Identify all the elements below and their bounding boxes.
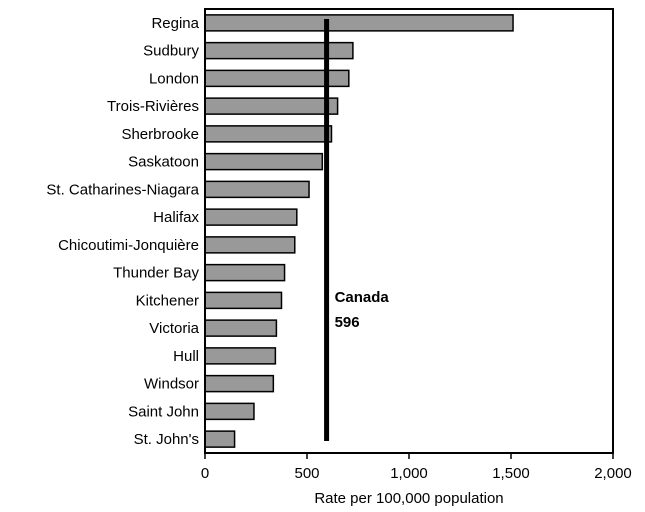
bar — [204, 291, 283, 310]
category-label: Saint John — [128, 403, 199, 420]
category-label: Trois-Rivières — [107, 98, 199, 115]
category-labels: Regina Sudbury London Trois-Rivières Sherbro… — [46, 15, 199, 448]
category-label: Windsor — [144, 376, 199, 393]
category-label: Regina — [151, 15, 199, 32]
reference-label: Canada — [335, 289, 390, 306]
x-tick-label: 2,000 — [594, 465, 632, 482]
bars-group — [204, 14, 514, 448]
bar — [204, 152, 324, 171]
x-tick-label: 0 — [201, 465, 209, 482]
x-tick-label: 1,500 — [492, 465, 530, 482]
category-label: Kitchener — [136, 292, 199, 309]
category-label: Sudbury — [143, 43, 199, 60]
x-tick-label: 500 — [294, 465, 319, 482]
bar — [204, 14, 514, 32]
bar — [204, 347, 277, 365]
category-label: Thunder Bay — [113, 265, 199, 282]
category-label: St. John's — [134, 431, 199, 448]
bar — [204, 430, 236, 448]
bar — [204, 374, 275, 393]
bar — [204, 180, 310, 199]
category-label: St. Catharines-Niagara — [46, 181, 199, 198]
bar — [204, 41, 354, 60]
bar — [204, 125, 333, 143]
category-label: Sherbrooke — [121, 126, 199, 143]
bar — [204, 263, 286, 282]
category-label: Saskatoon — [128, 154, 199, 171]
category-label: Chicoutimi-Jonquière — [58, 237, 199, 254]
category-label: London — [149, 70, 199, 87]
bar — [204, 402, 255, 421]
bar — [204, 208, 298, 226]
category-label: Hull — [173, 348, 199, 365]
category-label: Victoria — [149, 320, 199, 337]
reference-value-label: 596 — [335, 314, 360, 331]
bar — [204, 97, 339, 115]
bar — [204, 236, 296, 254]
bar — [204, 319, 278, 337]
x-tick-label: 1,000 — [390, 465, 428, 482]
x-axis-title: Rate per 100,000 population — [314, 490, 503, 507]
category-label: Halifax — [153, 209, 199, 226]
x-axis-ticks: 0 500 1,000 1,500 2,000 — [201, 453, 632, 482]
